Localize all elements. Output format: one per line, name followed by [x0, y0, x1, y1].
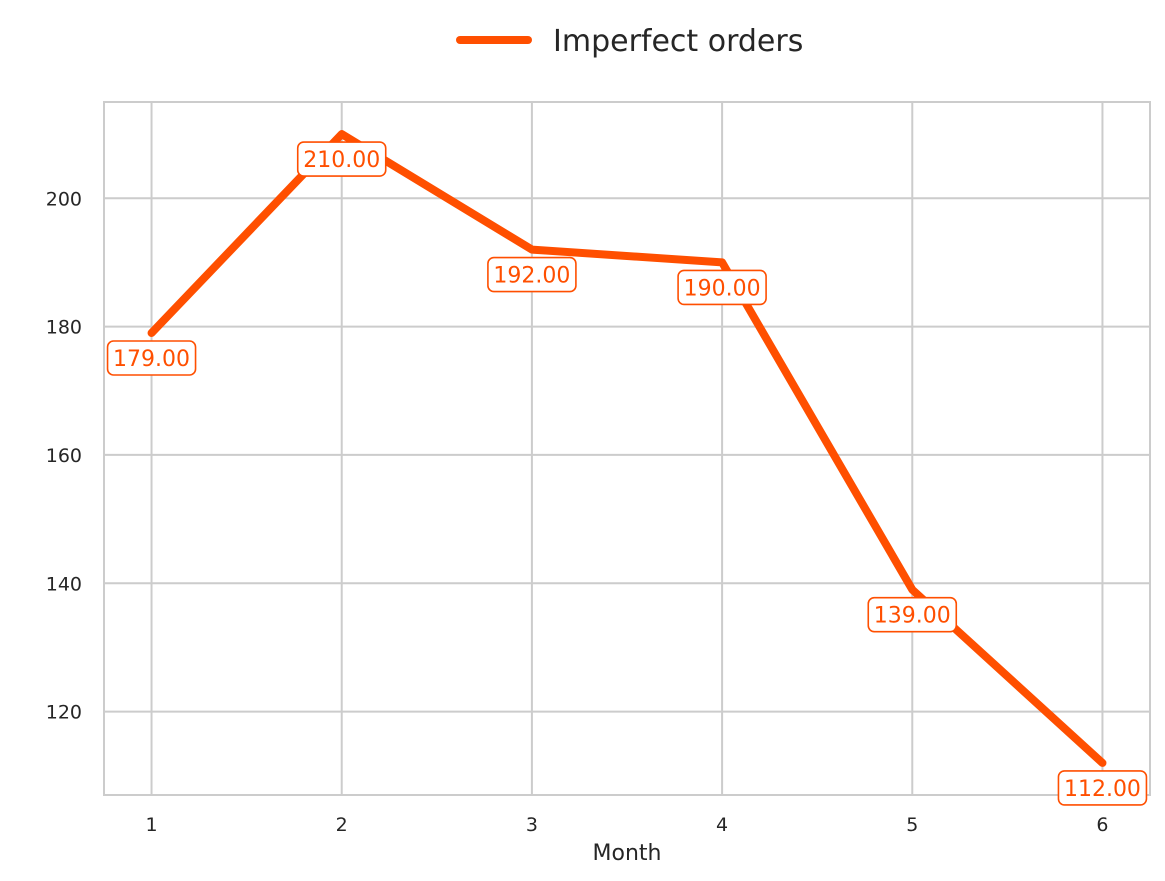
data-label-text: 190.00 [684, 276, 761, 301]
data-label-box [296, 141, 387, 177]
data-label: 139.00 [867, 596, 958, 633]
y-tick-label: 120 [46, 702, 82, 724]
data-label-text: 210.00 [303, 148, 380, 173]
data-label-text: 179.00 [113, 347, 190, 372]
y-axis-ticks: 120 140 160 180 200 [46, 188, 82, 723]
y-tick-label: 160 [46, 445, 82, 467]
data-labels: 179.00 210.00 192.00 190.00 139.00 112.00 [106, 141, 1148, 806]
y-tick-label: 140 [46, 573, 82, 595]
data-label: 112.00 [1057, 770, 1148, 806]
data-label-box [867, 596, 958, 633]
data-label-text: 112.00 [1064, 777, 1141, 802]
x-tick-label: 2 [336, 814, 348, 836]
data-label: 210.00 [296, 141, 387, 177]
x-tick-label: 4 [716, 814, 728, 836]
y-tick-label: 200 [46, 188, 82, 210]
data-label-text: 139.00 [874, 604, 951, 629]
data-label-box [1057, 770, 1148, 806]
x-tick-label: 6 [1096, 814, 1108, 836]
plot-area-frame [103, 101, 1151, 796]
x-tick-label: 3 [526, 814, 538, 836]
x-tick-label: 5 [906, 814, 918, 836]
data-label: 190.00 [677, 269, 767, 306]
y-tick-label: 180 [46, 317, 82, 339]
x-axis-title: Month [593, 841, 662, 866]
data-label-box [487, 256, 577, 293]
data-label-box [677, 269, 767, 306]
data-label: 192.00 [487, 256, 577, 293]
legend: Imperfect orders [456, 24, 803, 59]
x-tick-label: 1 [145, 814, 157, 836]
legend-entry-imperfect-orders: Imperfect orders [553, 24, 803, 59]
data-label-text: 192.00 [493, 264, 570, 289]
x-axis-ticks: 1 2 3 4 5 6 [145, 814, 1108, 836]
data-label: 179.00 [106, 340, 197, 376]
data-label-box [106, 340, 197, 376]
